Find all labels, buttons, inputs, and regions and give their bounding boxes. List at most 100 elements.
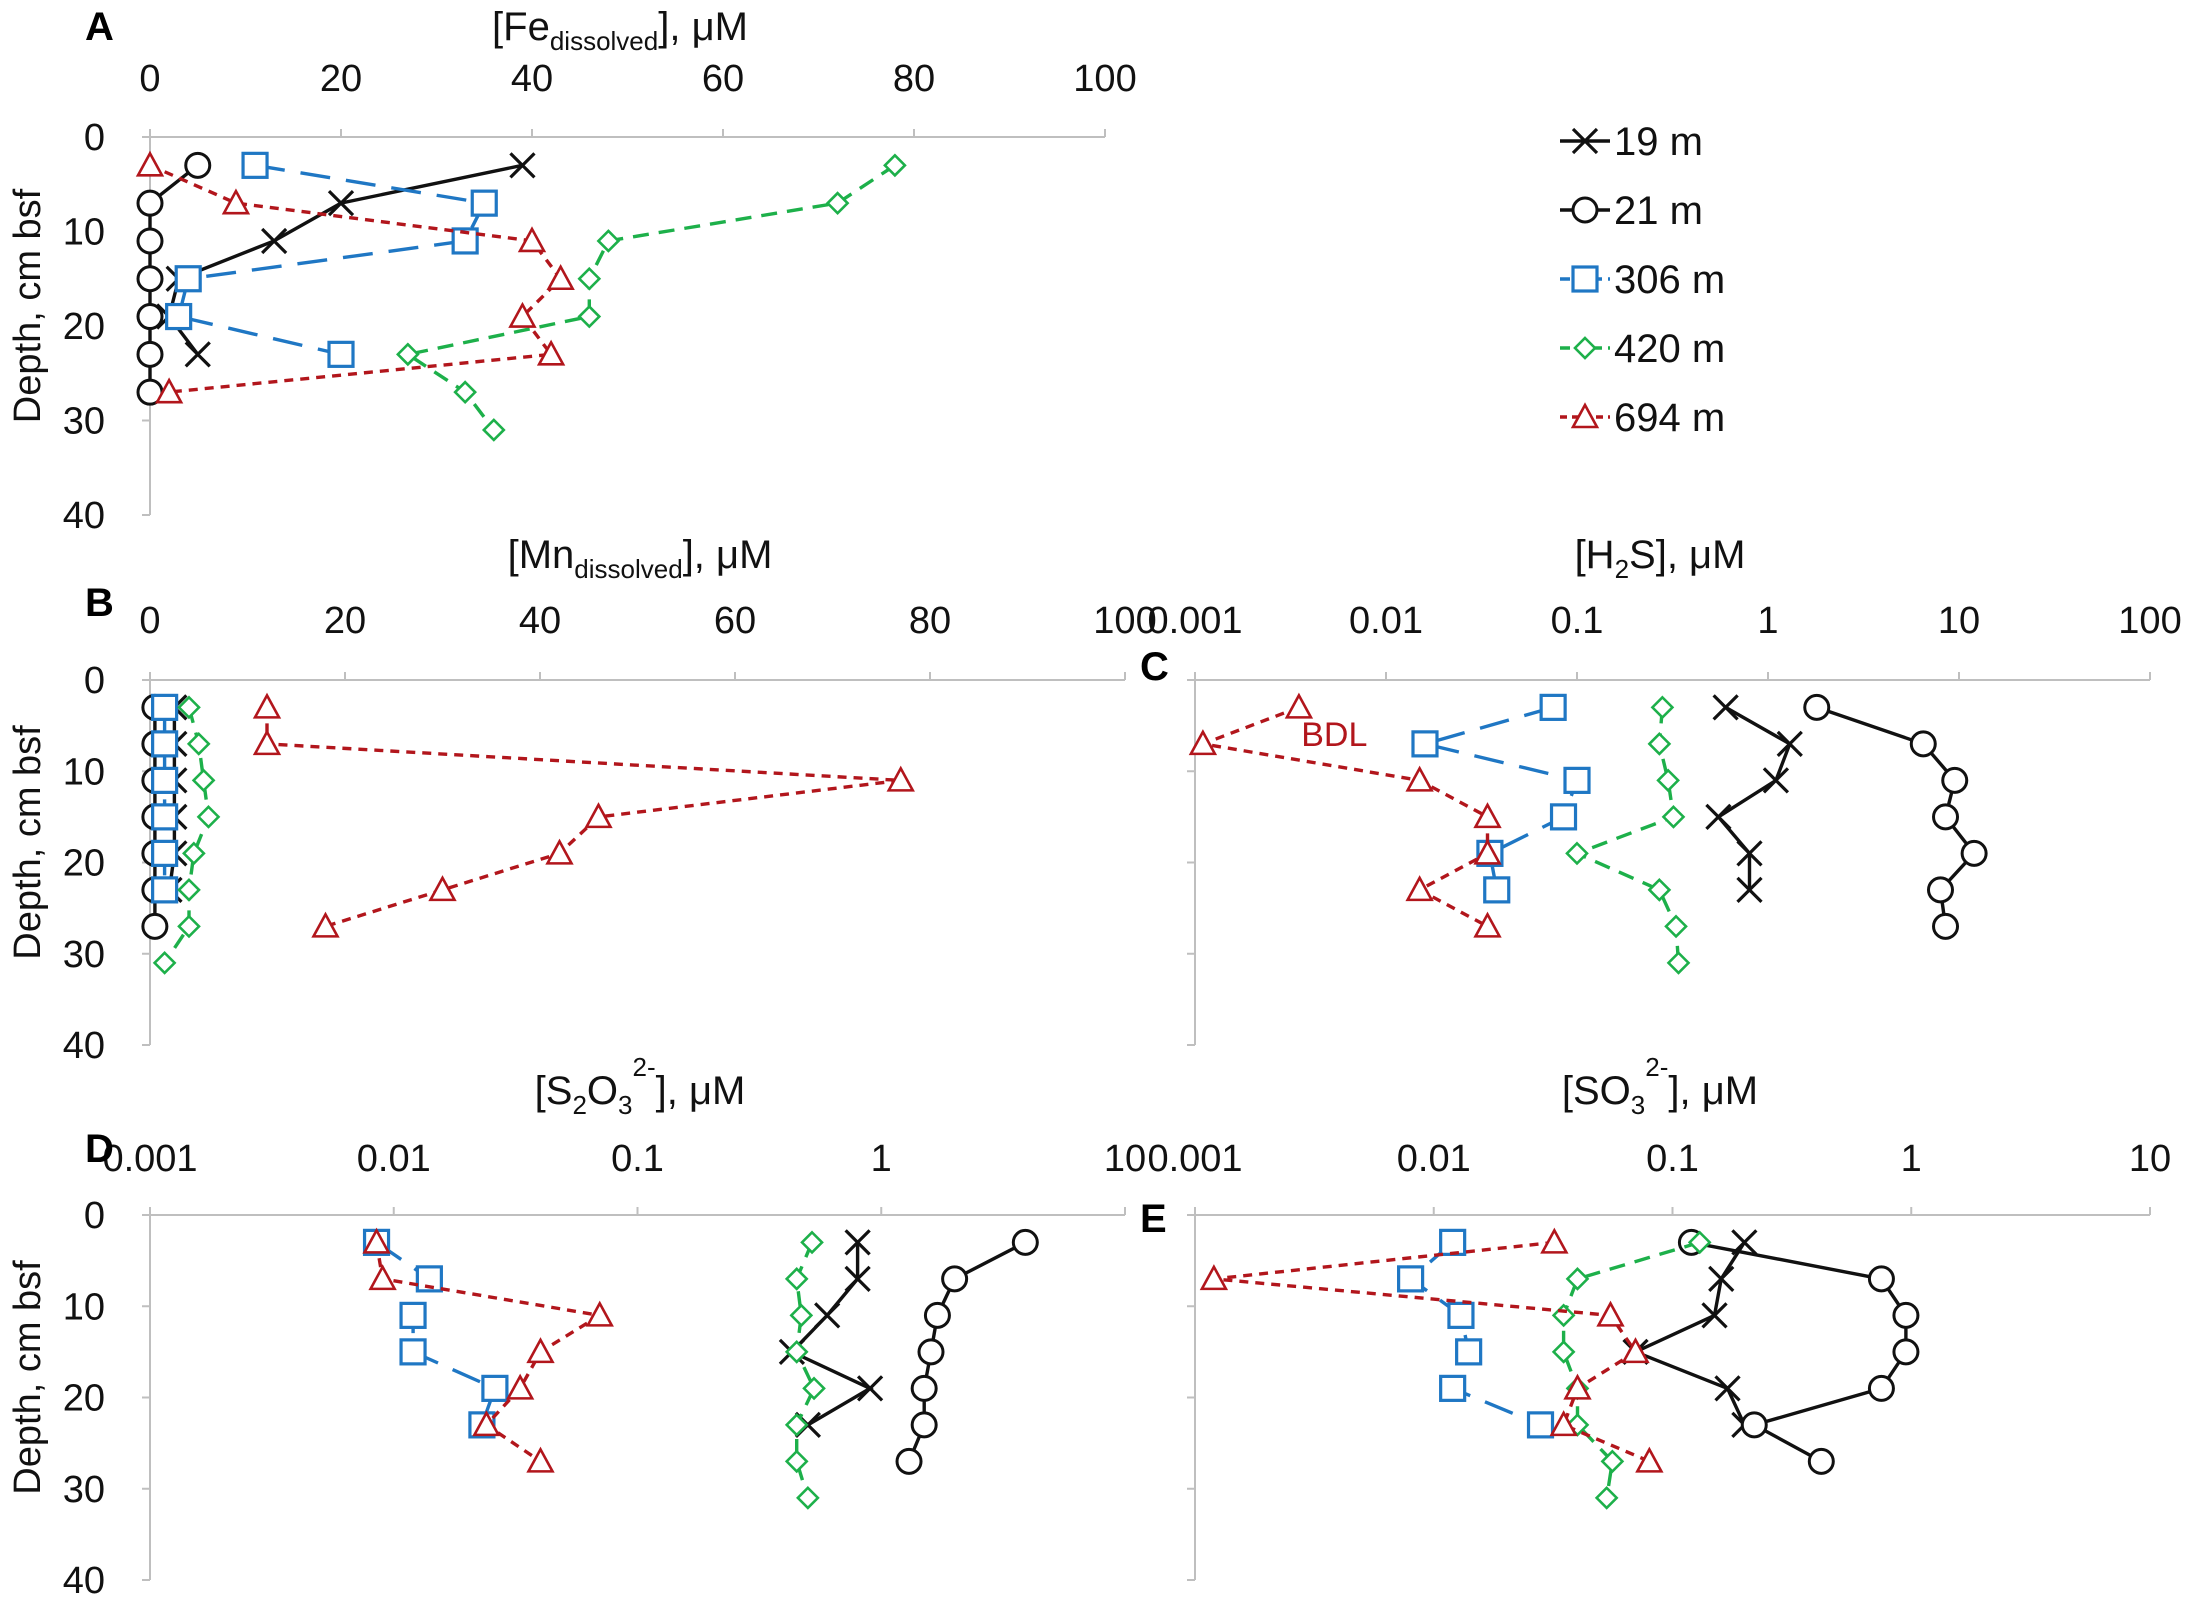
panel-letter: A xyxy=(85,5,114,49)
data-point xyxy=(151,766,179,794)
data-point xyxy=(1011,1228,1039,1256)
series-line xyxy=(1715,705,1792,890)
x-tick-label: 60 xyxy=(714,600,756,642)
x-tick-label: 40 xyxy=(519,600,561,642)
data-point xyxy=(585,1300,614,1327)
data-point xyxy=(1909,730,1937,758)
data-point xyxy=(1473,802,1502,829)
data-point xyxy=(1594,1486,1619,1510)
data-point xyxy=(1549,803,1578,831)
data-point xyxy=(396,342,420,367)
series-line xyxy=(403,163,896,431)
y-tick-label: 20 xyxy=(63,843,105,885)
data-point xyxy=(1647,732,1672,756)
data-point xyxy=(1199,1264,1229,1291)
data-point xyxy=(1563,1373,1592,1400)
data-point xyxy=(196,805,221,829)
x-tick-label: 80 xyxy=(909,600,951,642)
series-line xyxy=(265,707,902,929)
x-tick-label: 0.001 xyxy=(1147,600,1242,642)
series-21m xyxy=(136,151,212,406)
series-420m xyxy=(1565,695,1691,975)
data-point xyxy=(1405,765,1434,792)
data-point xyxy=(261,227,288,255)
series-19m xyxy=(778,1229,884,1439)
panel-title: [Mndissolved], μM xyxy=(508,533,773,584)
data-point xyxy=(177,695,201,720)
legend-label: 21 m xyxy=(1614,189,1703,233)
panel-b: 0 20 40 60 80 100 0 10 20 30 40 Depth, cm bsf [Mndis… xyxy=(7,533,1157,1067)
panel-letter: B xyxy=(85,581,114,625)
data-point xyxy=(1405,875,1434,902)
data-point xyxy=(1447,1301,1475,1329)
legend: 19 m 21 m 306 m 420 m 694 m xyxy=(1560,120,1725,440)
data-point xyxy=(1762,767,1790,794)
data-point xyxy=(1397,1265,1425,1293)
panel-title: [H2S], μM xyxy=(1575,533,1746,584)
data-point xyxy=(917,1338,945,1366)
x-tick-label: 0 xyxy=(139,600,160,642)
data-point xyxy=(941,1265,969,1293)
data-point xyxy=(1647,878,1672,902)
x-tick-label: 20 xyxy=(320,58,362,100)
data-point xyxy=(470,189,498,217)
data-point xyxy=(136,340,164,368)
data-point xyxy=(1661,805,1686,829)
data-point xyxy=(136,303,164,331)
data-point xyxy=(151,876,179,904)
data-point xyxy=(362,1227,391,1254)
data-point xyxy=(252,692,282,719)
data-point xyxy=(252,729,282,756)
legend-marker xyxy=(1570,402,1600,429)
series-line xyxy=(1631,1241,1746,1426)
legend-item: 694 m xyxy=(1560,396,1725,440)
y-axis-label: Depth, cm bsf xyxy=(7,1260,49,1495)
y-tick-label: 40 xyxy=(63,1025,105,1067)
y-tick-label: 30 xyxy=(63,1469,105,1511)
data-point xyxy=(1439,1374,1467,1402)
data-point xyxy=(1596,1300,1625,1327)
data-point xyxy=(536,339,566,366)
data-point xyxy=(1892,1301,1920,1329)
data-point xyxy=(526,1446,555,1473)
data-point xyxy=(184,151,212,179)
legend-marker xyxy=(1573,336,1597,360)
data-point xyxy=(509,152,536,179)
series-line xyxy=(176,163,487,357)
data-point xyxy=(1565,841,1589,866)
data-point xyxy=(141,912,169,940)
x-tick-label: 20 xyxy=(324,600,366,642)
x-tick-label: 1 xyxy=(1757,600,1778,642)
data-point xyxy=(1539,693,1567,721)
y-axis-label: Depth, cm bsf xyxy=(7,188,49,423)
series-line xyxy=(167,163,523,356)
y-tick-label: 20 xyxy=(63,1378,105,1420)
panel-title: [SO32-], μM xyxy=(1562,1052,1758,1120)
x-tick-label: 80 xyxy=(893,58,935,100)
x-tick-label: 0.01 xyxy=(1397,1138,1471,1180)
y-tick-label: 30 xyxy=(63,401,105,443)
y-tick-label: 10 xyxy=(63,1286,105,1328)
panel-letter: E xyxy=(1140,1197,1167,1241)
y-tick-label: 40 xyxy=(63,1560,105,1602)
legend-label: 306 m xyxy=(1614,258,1725,302)
data-point xyxy=(1941,766,1969,794)
data-point xyxy=(481,418,506,442)
series-694m xyxy=(1199,1227,1664,1473)
data-point xyxy=(1960,839,1988,867)
series-694m xyxy=(362,1227,614,1473)
series-420m xyxy=(784,1230,826,1510)
data-point xyxy=(151,803,179,831)
data-point xyxy=(895,1447,923,1475)
panel-title: [S2O32-], μM xyxy=(535,1052,746,1120)
data-point xyxy=(844,1265,871,1293)
data-point xyxy=(1932,912,1960,940)
data-point xyxy=(151,839,179,867)
series-306m xyxy=(362,1228,509,1439)
data-point xyxy=(1740,1411,1768,1439)
series-420m xyxy=(152,695,221,975)
x-tick-label: 100 xyxy=(2118,600,2181,642)
data-point xyxy=(1932,803,1960,831)
data-point xyxy=(151,693,179,721)
